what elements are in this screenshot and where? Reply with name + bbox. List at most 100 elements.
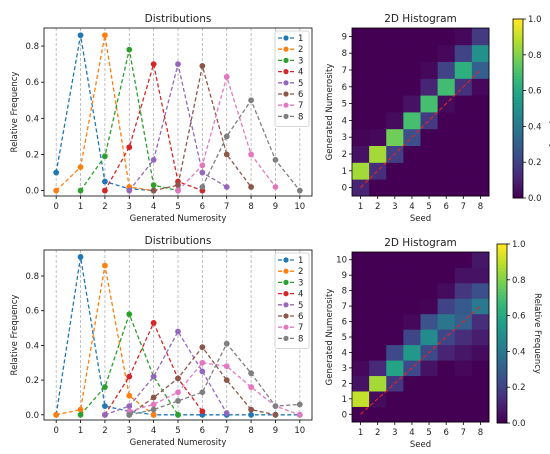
data-point-series-6: [150, 394, 157, 401]
legend-label: 5: [298, 301, 303, 311]
heatmap-cell: [403, 329, 421, 346]
colorbar-segment: [513, 42, 523, 47]
heatmap-cell: [369, 44, 387, 62]
y-tick-label: 0.6: [25, 78, 39, 88]
heatmap-cell: [352, 145, 370, 163]
colorbar-segment: [497, 372, 507, 376]
data-point-series-5: [199, 368, 206, 375]
heatmap-cell: [437, 267, 456, 284]
colorbar-segment: [497, 402, 507, 406]
heatmap-cell: [403, 179, 421, 197]
x-tick-label: 8: [478, 202, 483, 212]
y-tick-label: 10: [336, 256, 347, 266]
heatmap-cell: [403, 95, 421, 113]
heatmap-cell: [352, 313, 370, 330]
colorbar-segment: [497, 312, 507, 317]
heatmap-cell: [403, 78, 421, 96]
heatmap-cell: [471, 128, 490, 146]
colorbar-segment: [497, 318, 507, 323]
heatmap-cell: [369, 375, 387, 392]
colorbar-segment: [513, 30, 523, 35]
x-tick-label: 4: [151, 202, 156, 212]
heatmap-cell: [386, 360, 404, 377]
y-tick-label: 0.8: [25, 42, 39, 52]
colorbar-segment: [513, 150, 523, 154]
colorbar-segment: [497, 300, 507, 305]
heatmap-cell: [403, 28, 421, 46]
colorbar-segment: [513, 69, 523, 74]
x-tick-label: 7: [224, 426, 229, 436]
heatmap-cell: [403, 298, 421, 315]
colorbar-segment: [497, 282, 507, 287]
colorbar-segment: [497, 348, 507, 352]
data-point-series-3: [102, 153, 108, 160]
x-tick-label: 9: [273, 426, 278, 436]
y-tick-label: 4: [342, 348, 347, 358]
colorbar-tick-label: 0.2: [528, 158, 542, 168]
colorbar-segment: [513, 72, 523, 77]
colorbar-segment: [497, 306, 507, 311]
colorbar-segment: [497, 405, 507, 409]
legend-marker: [283, 313, 289, 319]
data-point-series-4: [126, 144, 133, 151]
legend-box: [274, 30, 310, 127]
heatmap-cell: [420, 162, 439, 180]
colorbar-segment: [497, 351, 507, 355]
colorbar-frame: [512, 18, 524, 199]
heatmap-cell: [471, 61, 490, 79]
y-tick-label: 8: [342, 49, 347, 59]
colorbar-segment: [513, 84, 523, 89]
heatmap-cell: [454, 112, 473, 130]
colorbar-segment: [513, 39, 523, 44]
y-axis-label: Generated Numerosity: [325, 64, 335, 161]
heatmap-cell: [454, 344, 473, 361]
data-point-series-6: [175, 182, 181, 189]
colorbar-tick-label: 0.0: [512, 419, 526, 429]
data-point-series-7: [150, 401, 157, 408]
legend-marker: [283, 335, 289, 341]
legend-marker: [283, 279, 289, 285]
colorbar-segment: [513, 75, 523, 80]
heatmap-cell: [471, 95, 490, 113]
legend-label: 3: [298, 278, 303, 288]
colorbar-segment: [497, 252, 507, 257]
heatmap-cell: [403, 162, 421, 180]
heatmap-cell: [471, 329, 490, 346]
heatmap-cell: [471, 252, 490, 268]
y-tick-label: 0.4: [25, 114, 39, 124]
heatmap-cell: [369, 78, 387, 96]
x-tick-label: 5: [175, 426, 180, 436]
chart-title: 2D Histogram: [384, 13, 457, 25]
colorbar-segment: [513, 24, 523, 29]
y-tick-label: 7: [342, 302, 347, 312]
colorbar-segment: [497, 285, 507, 290]
colorbar-tick-label: 0.4: [512, 347, 526, 357]
heatmap-cell: [454, 298, 473, 315]
colorbar-segment: [513, 33, 523, 38]
heatmap-cell: [386, 344, 404, 361]
x-tick-label: 2: [102, 426, 107, 436]
colorbar-segment: [497, 321, 507, 326]
colorbar-segment: [497, 297, 507, 302]
heatmap-cell: [437, 145, 456, 163]
heatmap-cell: [437, 252, 456, 268]
data-point-series-2: [102, 32, 108, 39]
x-axis-label: Seed: [410, 214, 431, 224]
colorbar-segment: [497, 375, 507, 379]
colorbar-segment: [513, 102, 523, 107]
heatmap-cell: [352, 298, 370, 315]
colorbar-segment: [497, 276, 507, 281]
heatmap-cell: [420, 298, 439, 315]
data-point-series-7: [175, 389, 181, 396]
x-tick-label: 6: [200, 426, 205, 436]
heatmap-cell: [471, 112, 490, 130]
legend-label: 6: [298, 312, 303, 322]
heatmap-cell: [352, 44, 370, 62]
colorbar-segment: [513, 117, 523, 121]
legend-marker: [283, 257, 289, 263]
colorbar-segment: [513, 141, 523, 145]
colorbar-segment: [497, 291, 507, 296]
x-tick-label: 6: [443, 428, 448, 438]
x-tick-label: 6: [200, 202, 205, 212]
heatmap-cell: [471, 28, 490, 46]
